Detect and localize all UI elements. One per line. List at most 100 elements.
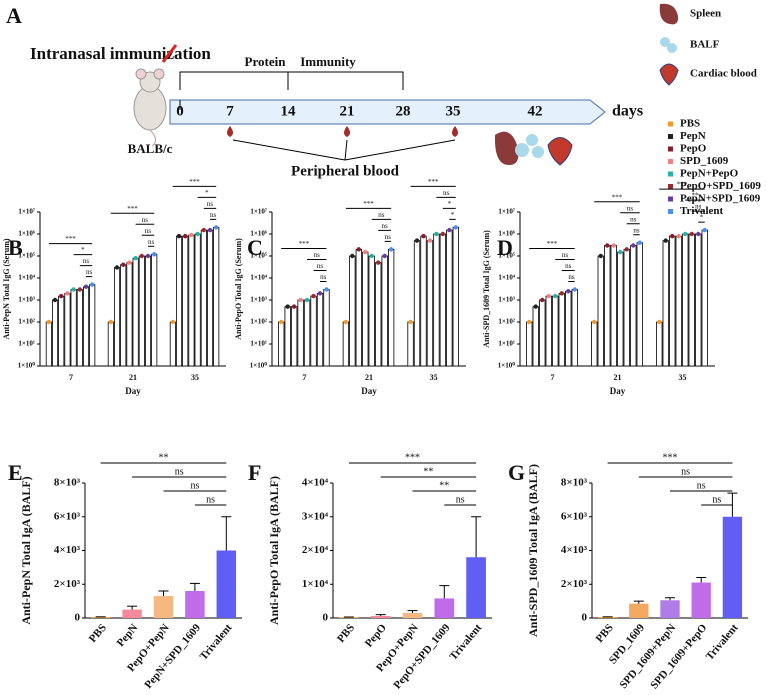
data-point [59,293,64,299]
x-tick-label: 35 [430,373,438,382]
panel-label: D [497,235,513,260]
data-point [427,238,433,243]
y-tick-label: 1×10⁷ [498,208,515,216]
bar [188,234,195,367]
significance-label: ns [456,494,465,505]
x-axis-label: Day [125,386,141,396]
bar [120,264,127,367]
bar [182,235,189,367]
significance-label: ** [439,480,449,491]
data-point [311,293,316,299]
bar [597,617,618,618]
data-point [598,253,603,259]
legend-marker [668,196,673,202]
data-point [533,304,538,309]
bar [144,255,152,367]
data-point [114,265,120,270]
mouse-label: BALB/c [128,141,173,156]
legend-label: PepO [680,143,707,155]
bar [701,229,708,367]
mouse [133,44,178,147]
data-point [285,304,290,309]
bar [662,240,669,367]
bar [558,292,565,367]
significance-label: ns [142,216,149,224]
significance-label: ** [691,192,699,200]
bar [452,226,459,367]
bar [83,286,90,367]
x-tick-label: Trivalent [198,622,235,663]
data-point [121,262,126,267]
significance-label: ns [83,257,90,265]
data-point [676,233,681,239]
data-point [663,238,668,243]
data-point [559,291,564,296]
significance-label: * [81,246,85,254]
y-tick-label: 4×10³ [561,544,588,556]
x-tick-label: PBS [87,622,109,645]
significance-label: ns [207,200,214,208]
sample-label: Cardiac blood [690,68,757,80]
legend-marker [668,184,673,189]
bar [200,229,207,367]
y-tick-label: 1×10¹ [250,340,267,348]
y-tick-label: 1×10⁵ [250,252,267,260]
data-point [52,297,58,303]
data-point [133,255,138,261]
significance-label: * [448,200,452,208]
significance-label: ns [210,211,217,219]
timeline-unit: days [612,103,643,120]
data-point [447,227,452,233]
x-tick-label: PBS [335,622,357,645]
data-point [363,249,368,255]
data-point [83,284,89,289]
significance-label: *** [299,240,310,248]
y-tick-label: 2×10⁴ [302,544,329,556]
bar [213,226,220,367]
y-tick-label: 1×10⁴ [18,274,35,282]
data-point [170,319,176,325]
bar [355,248,362,367]
significance-label: *** [189,178,200,186]
y-tick-label: 8×10³ [561,477,588,489]
legend-label: PepN+SPD_1609 [680,193,761,205]
bar [114,267,121,367]
significance-label: ns [443,189,450,197]
y-tick-label: 1×10⁰ [498,362,515,370]
data-point [605,243,610,248]
significance-label: *** [428,178,439,186]
bar [636,242,643,367]
data-point [540,297,545,303]
data-point [127,260,132,265]
significance-label: *** [65,235,76,243]
data-point [343,319,349,325]
y-tick-label: 0 [75,612,81,624]
bar [122,609,142,618]
data-point [631,243,636,248]
bar [370,615,391,618]
y-tick-label: 4×10³ [54,544,81,556]
data-point [356,247,361,252]
data-point [183,233,188,239]
bar [433,233,440,367]
bar [278,321,285,367]
bar [169,321,176,367]
data-point [592,319,597,325]
bar [284,306,291,367]
bar [539,299,546,367]
significance-label: * [700,214,704,222]
significance-label: ns [568,273,575,281]
x-tick-label: 21 [614,373,622,382]
data-point [152,252,157,257]
significance-label: *** [405,452,420,463]
data-point [414,238,420,243]
data-point [434,231,439,237]
significance-label: *** [612,193,623,201]
significance-label: * [205,189,209,197]
legend-label: PepO+SPD_1609 [680,180,761,192]
bar [52,299,59,367]
panel-label: G [508,460,525,485]
panel-a: A Intranasal immunization BALB/c Protein… [6,3,757,179]
y-axis-label: Anti-SPD_1609 Total IgG (Serum) [482,230,491,348]
legend-marker [668,146,673,152]
